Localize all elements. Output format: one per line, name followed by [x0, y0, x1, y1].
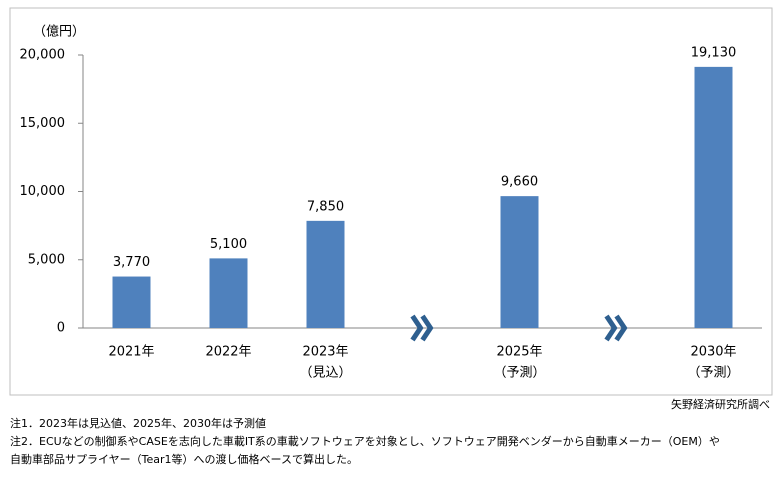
x-tick-note: （見込）	[299, 366, 351, 381]
axis-break	[614, 314, 628, 342]
x-tick-note: （予測）	[493, 366, 545, 381]
x-tick-label: 2023年	[302, 345, 348, 360]
value-label: 3,770	[113, 255, 150, 270]
bar	[306, 220, 345, 328]
bar	[112, 276, 151, 328]
value-label: 7,850	[307, 199, 344, 214]
note: 注2．ECUなどの制御系やCASEを志向した車載IT系の車載ソフトウェアを対象と…	[10, 434, 720, 448]
bar	[209, 258, 248, 328]
y-tick-label: 10,000	[20, 184, 66, 199]
bar	[500, 196, 539, 328]
x-tick-label: 2022年	[205, 345, 251, 360]
x-tick-label: 2021年	[108, 345, 154, 360]
source: 矢野経済研究所調べ	[671, 397, 770, 411]
value-label: 5,100	[210, 237, 247, 252]
x-tick-label: 2025年	[496, 345, 542, 360]
axis-break	[420, 314, 434, 342]
note: 注1．2023年は見込値、2025年、2030年は予測値	[10, 416, 266, 430]
plot-frame	[9, 7, 773, 396]
x-tick-note: （予測）	[687, 366, 739, 381]
y-tick-label: 0	[57, 321, 65, 336]
bar	[694, 66, 733, 329]
value-label: 9,660	[501, 175, 538, 190]
axis-break	[604, 314, 618, 342]
y-tick-label: 5,000	[28, 252, 65, 267]
note: 自動車部品サプライヤー（Tear1等）への渡し価格ベースで算出した。	[10, 452, 358, 466]
y-tick-label: 20,000	[20, 48, 66, 63]
axis-break	[410, 314, 424, 342]
unit-label: （億円）	[33, 24, 85, 40]
y-tick-label: 15,000	[20, 116, 66, 131]
value-label: 19,130	[691, 45, 737, 60]
x-tick-label: 2030年	[690, 345, 736, 360]
